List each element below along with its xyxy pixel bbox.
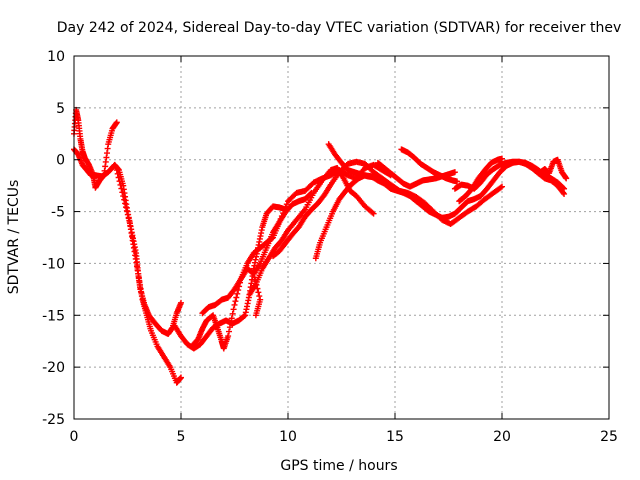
data-point [560,189,567,196]
data-point [454,178,461,185]
x-tick-label: 20 [493,429,511,445]
data-point [234,290,241,297]
data-point [115,174,122,181]
x-axis-label: GPS time / hours [280,458,397,474]
data-point [252,312,259,319]
y-axis-label: SDTVAR / TECUs [6,180,22,295]
x-tick-label: 0 [70,429,79,445]
chart-title: Day 242 of 2024, Sidereal Day-to-day VTE… [57,20,621,36]
series-track-2 [71,106,120,191]
data-point [241,313,248,320]
y-tick-label: 10 [47,49,65,65]
data-point [121,196,128,203]
data-point [233,294,240,301]
x-tick-label: 10 [279,429,297,445]
series-track-16 [537,156,570,182]
data-point [561,190,568,197]
data-point [118,185,125,192]
data-point [116,178,123,185]
data-point [256,293,263,300]
data-point [231,301,238,308]
series-track-5 [188,265,264,352]
x-tick-label: 15 [386,429,404,445]
data-point [178,374,184,381]
x-tick-label: 5 [177,429,186,445]
data-point [308,189,315,196]
y-tick-labels: -25 -20 -15 -10 -5 0 5 10 [42,49,65,428]
data-point [123,207,130,214]
series-track-15 [456,155,505,205]
data-point [228,315,235,322]
series-track-13 [398,146,461,185]
data-point [499,183,505,190]
data-point [122,200,129,207]
data-point [120,193,127,200]
data-point [369,209,376,216]
data-point [225,328,232,335]
axis-ticks [73,55,610,420]
data-point [229,310,236,317]
data-point [125,215,132,222]
data-point [370,210,377,217]
series-track-11 [325,141,416,200]
y-tick-label: 5 [56,101,65,117]
data-point [451,169,458,176]
data-point [230,306,237,313]
plot-frame [73,55,610,420]
data-point [113,167,120,174]
series-track-12 [374,159,458,190]
data-point [124,211,131,218]
data-series-layer [71,106,570,386]
data-point [497,184,504,191]
series-track-3 [113,167,184,386]
data-point [227,319,234,326]
data-point [122,204,129,211]
data-point [114,170,121,177]
y-tick-label: -25 [42,412,65,428]
data-point [225,333,232,340]
data-point [563,175,570,182]
data-point [117,181,124,188]
data-point [499,155,505,162]
y-tick-label: -15 [42,308,65,324]
y-tick-label: 0 [56,153,65,169]
y-tick-label: -20 [42,360,65,376]
data-point [283,201,290,208]
y-tick-label: -5 [51,205,65,221]
data-point [255,289,262,296]
data-point [119,189,126,196]
series-track-8 [250,189,315,277]
data-point [409,193,416,200]
y-tick-label: -10 [42,256,65,272]
x-tick-label: 25 [600,429,618,445]
data-point [113,119,120,126]
data-point [226,324,233,331]
data-point [307,190,314,197]
data-point [232,298,239,305]
data-point [178,299,184,306]
x-tick-labels: 0 5 10 15 20 25 [70,429,618,445]
